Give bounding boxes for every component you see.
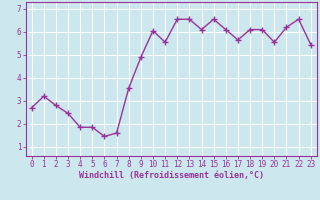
- X-axis label: Windchill (Refroidissement éolien,°C): Windchill (Refroidissement éolien,°C): [79, 171, 264, 180]
